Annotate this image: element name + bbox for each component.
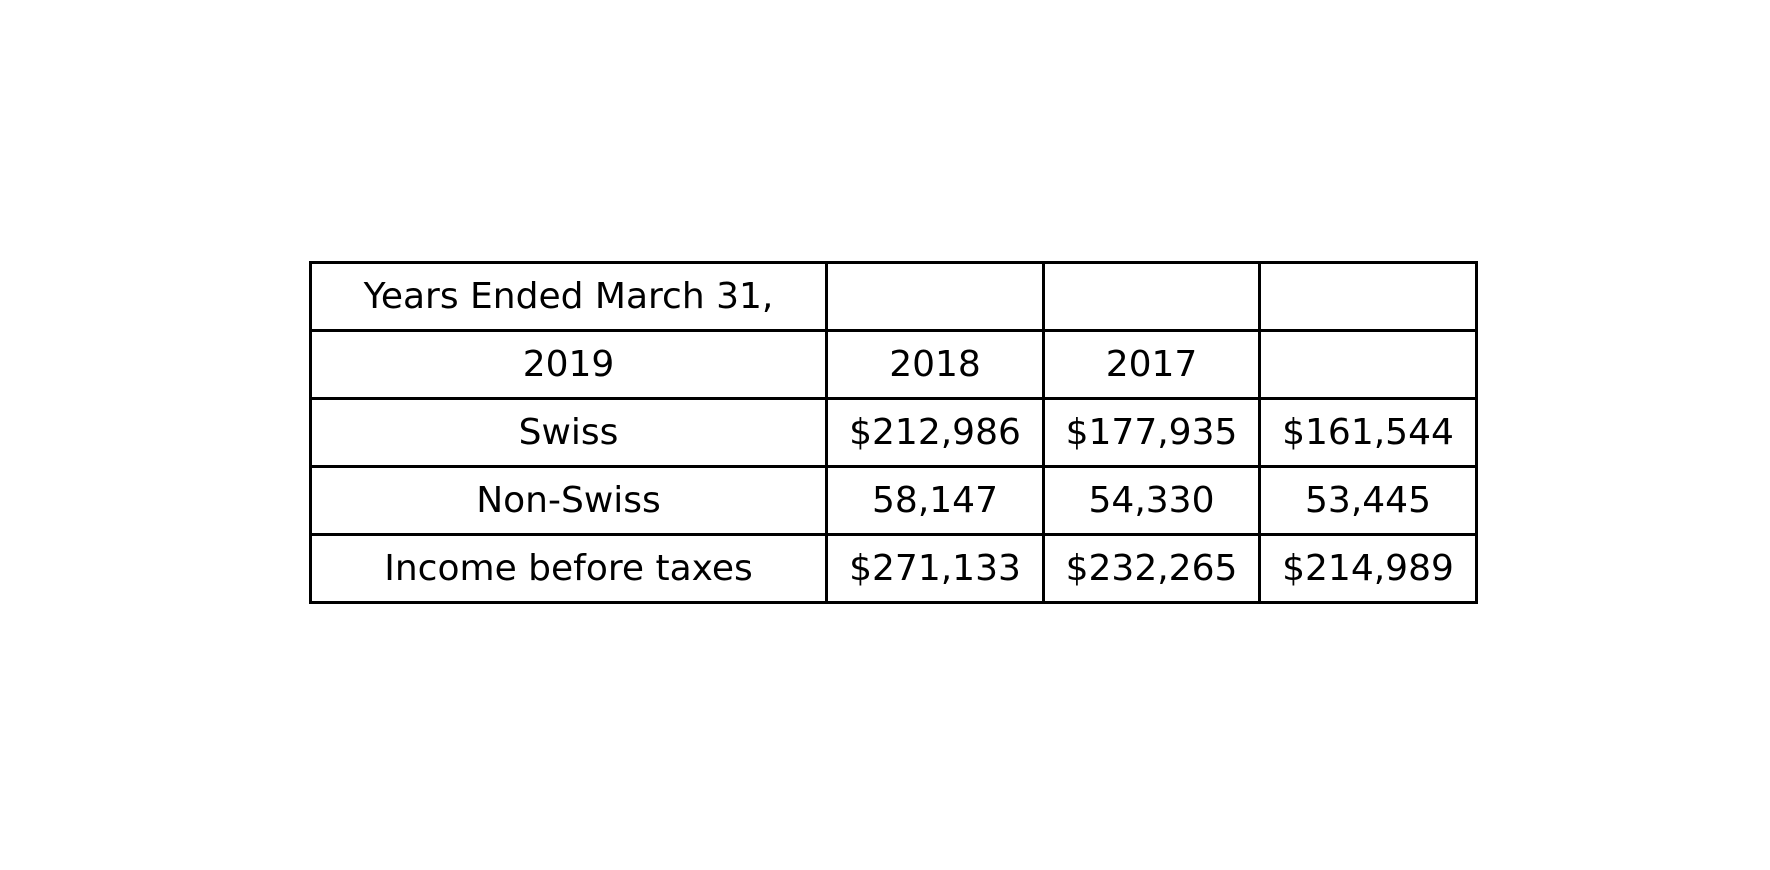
table-row: Years Ended March 31, (309, 261, 1478, 332)
income-before-taxes-table: Years Ended March 31, 2019 2018 2017 Swi… (309, 261, 1478, 604)
table-cell: Non-Swiss (309, 465, 828, 536)
table-row: Income before taxes $271,133 $232,265 $2… (309, 533, 1478, 604)
table-cell: 53,445 (1258, 465, 1478, 536)
table-cell: $214,989 (1258, 533, 1478, 604)
table-cell: 2018 (825, 329, 1045, 400)
income-table-container: Years Ended March 31, 2019 2018 2017 Swi… (309, 261, 1478, 604)
table-cell (1258, 261, 1478, 332)
table-cell: $161,544 (1258, 397, 1478, 468)
table-cell: Years Ended March 31, (309, 261, 828, 332)
table-cell: $271,133 (825, 533, 1045, 604)
table-cell: $212,986 (825, 397, 1045, 468)
table-cell: 2019 (309, 329, 828, 400)
table-cell: 2017 (1042, 329, 1261, 400)
table-cell (825, 261, 1045, 332)
table-cell (1042, 261, 1261, 332)
table-row: Swiss $212,986 $177,935 $161,544 (309, 397, 1478, 468)
table-cell: Swiss (309, 397, 828, 468)
table-cell: Income before taxes (309, 533, 828, 604)
table-cell (1258, 329, 1478, 400)
table-cell: 58,147 (825, 465, 1045, 536)
table-cell: $177,935 (1042, 397, 1261, 468)
table-cell: 54,330 (1042, 465, 1261, 536)
table-row: 2019 2018 2017 (309, 329, 1478, 400)
table-row: Non-Swiss 58,147 54,330 53,445 (309, 465, 1478, 536)
table-cell: $232,265 (1042, 533, 1261, 604)
